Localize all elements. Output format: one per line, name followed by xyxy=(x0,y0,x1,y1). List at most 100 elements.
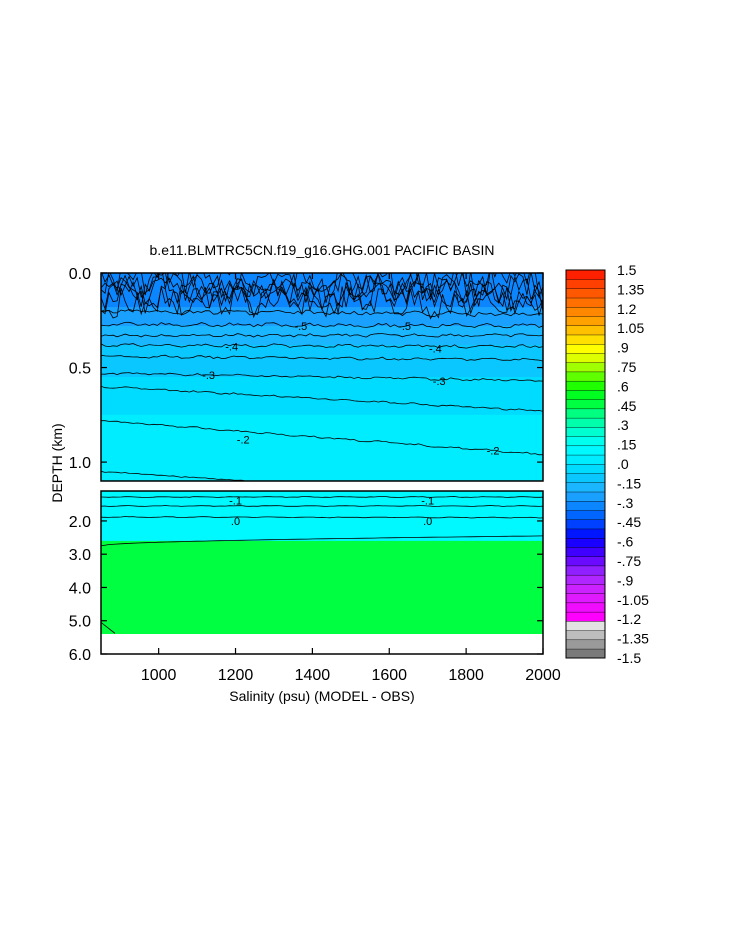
colorbar-label-18: -1.2 xyxy=(617,611,641,627)
colorbar-label-16: -.9 xyxy=(617,572,634,588)
colorbar-label-10: .0 xyxy=(617,456,629,472)
contour-label-7: -.2 xyxy=(487,446,500,458)
colorbar-label-8: .3 xyxy=(617,417,629,433)
upper-band-4 xyxy=(101,377,543,416)
colorbar-box-27 xyxy=(565,399,606,410)
colorbar-box-28 xyxy=(565,389,606,400)
x-tick-label-3: 1600 xyxy=(371,667,407,684)
colorbar-box-30 xyxy=(565,371,606,382)
colorbar-box-5 xyxy=(565,602,606,613)
upper-panel-contours xyxy=(101,273,543,481)
colorbar-label-15: -.75 xyxy=(617,553,641,569)
upper-panel-contour-labels: -.5 -.5 -.4 -.4 -.3 -.3 -.2 -.2 xyxy=(202,321,500,458)
y-axis-label: DEPTH (km) xyxy=(49,423,65,502)
upper-contour-2 xyxy=(101,333,543,338)
colorbar-box-11 xyxy=(565,546,606,557)
colorbar-box-34 xyxy=(565,334,606,345)
colorbar-box-17 xyxy=(565,491,606,502)
x-tick-label-4: 1800 xyxy=(448,667,484,684)
colorbar-label-17: -1.05 xyxy=(617,592,649,608)
lower-contour-boundary xyxy=(101,535,543,547)
upper-panel-frame xyxy=(100,272,544,482)
x-axis-label: Salinity (psu) (MODEL - OBS) xyxy=(229,688,414,704)
lower-contour-1 xyxy=(101,505,543,507)
contour-label-11: .0 xyxy=(423,516,432,528)
upper-contour-5 xyxy=(101,372,543,382)
lower-y-tick-label-3: 5.0 xyxy=(69,614,91,631)
lower-y-tick-label-4: 6.0 xyxy=(69,647,91,664)
colorbar-box-39 xyxy=(565,288,606,299)
x-axis-ticks: 1000 1200 1400 1600 1800 2000 xyxy=(141,273,561,684)
contour-label-4: -.3 xyxy=(202,370,215,382)
upper-contour-0 xyxy=(101,308,543,318)
lower-panel-contours xyxy=(101,496,543,634)
colorbar-label-6: .6 xyxy=(617,378,629,394)
lower-band-shallow xyxy=(101,491,543,546)
upper-contour-4 xyxy=(101,354,543,362)
colorbar-label-11: -.15 xyxy=(617,475,641,491)
colorbar-box-1 xyxy=(565,639,606,650)
lower-panel-contour-labels: -.1 -.1 .0 .0 xyxy=(229,495,434,528)
colorbar-box-7 xyxy=(565,583,606,594)
surface-noise-contour xyxy=(101,277,543,313)
colorbar-box-13 xyxy=(565,528,606,539)
colorbar-box-25 xyxy=(565,417,606,428)
colorbar-box-37 xyxy=(565,306,606,317)
lower-y-tick-label-2: 4.0 xyxy=(69,580,91,597)
upper-contour-8 xyxy=(101,470,248,481)
colorbar-box-20 xyxy=(565,463,606,474)
upper-band-3 xyxy=(101,344,543,378)
contour-label-2: -.4 xyxy=(225,342,238,354)
upper-band-5 xyxy=(101,414,543,481)
upper-contour-7 xyxy=(101,420,543,456)
upper-contour-3 xyxy=(101,343,543,349)
lower-contour-corner xyxy=(101,622,116,634)
colorbar-box-10 xyxy=(565,556,606,567)
lower-y-tick-label-0: 2.0 xyxy=(69,514,91,531)
colorbar-box-35 xyxy=(565,325,606,336)
colorbar-box-14 xyxy=(565,519,606,530)
colorbar-label-3: 1.05 xyxy=(617,320,644,336)
lower-band-deep xyxy=(101,540,543,635)
upper-contour-1 xyxy=(101,321,543,329)
upper-y-tick-label-0: 0.0 xyxy=(69,266,91,283)
colorbar-box-6 xyxy=(565,593,606,604)
colorbar-label-0: 1.5 xyxy=(617,262,637,278)
colorbar-box-36 xyxy=(565,315,606,326)
surface-noise-contour xyxy=(101,285,543,320)
lower-y-tick-label-1: 3.0 xyxy=(69,547,91,564)
colorbar-box-4 xyxy=(565,611,606,622)
contour-label-5: -.3 xyxy=(433,376,446,388)
contour-label-1: -.5 xyxy=(398,321,411,333)
colorbar-label-14: -.6 xyxy=(617,534,634,550)
upper-y-tick-label-1: 0.5 xyxy=(69,361,91,378)
upper-contour-6 xyxy=(101,385,543,412)
colorbar-frame xyxy=(565,269,606,659)
colorbar-box-2 xyxy=(565,630,606,641)
colorbar-box-19 xyxy=(565,473,606,483)
colorbar-label-1: 1.35 xyxy=(617,281,644,297)
contour-label-0: -.5 xyxy=(294,321,307,333)
colorbar: 1.5 1.35 1.2 1.05 .9 .75 .6 .45 .3 .15 .0 -.15 -.3 -.… xyxy=(565,262,649,666)
lower-no-data xyxy=(101,634,543,654)
x-tick-label-5: 2000 xyxy=(525,667,561,684)
colorbar-box-3 xyxy=(565,620,606,631)
contour-label-9: -.1 xyxy=(421,495,434,507)
colorbar-box-24 xyxy=(565,426,606,437)
colorbar-box-33 xyxy=(565,343,606,354)
colorbar-box-12 xyxy=(565,537,606,548)
colorbar-label-2: 1.2 xyxy=(617,301,637,317)
chart-title: b.e11.BLMTRC5CN.f19_g16.GHG.001 PACIFIC … xyxy=(150,242,495,258)
colorbar-box-26 xyxy=(565,408,606,419)
contour-label-8: -.1 xyxy=(229,495,242,507)
upper-panel-fill xyxy=(101,273,543,481)
x-tick-label-0: 1000 xyxy=(141,667,177,684)
colorbar-box-21 xyxy=(565,454,606,465)
colorbar-box-8 xyxy=(565,574,606,585)
colorbar-box-9 xyxy=(565,565,606,576)
colorbar-label-19: -1.35 xyxy=(617,631,649,647)
contour-label-10: .0 xyxy=(231,516,240,528)
lower-panel-fill xyxy=(101,491,543,654)
colorbar-box-22 xyxy=(565,445,606,456)
